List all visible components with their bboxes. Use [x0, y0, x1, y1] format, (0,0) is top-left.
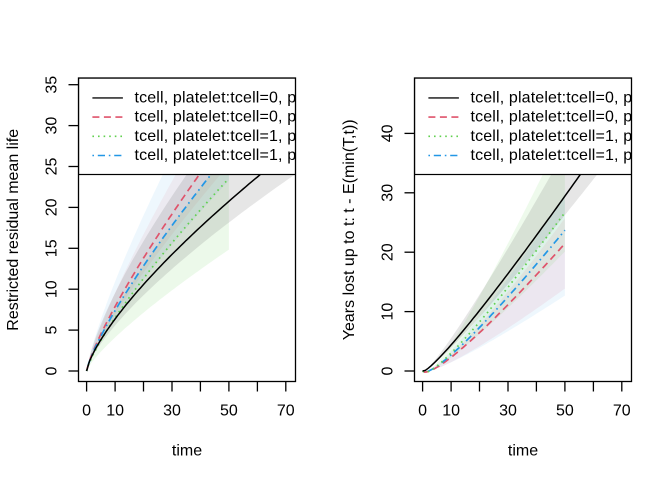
- svg-text:20: 20: [43, 198, 60, 216]
- svg-text:0: 0: [418, 403, 427, 420]
- svg-text:10: 10: [43, 280, 60, 298]
- svg-text:Restricted residual mean life: Restricted residual mean life: [5, 129, 22, 331]
- svg-text:35: 35: [43, 76, 60, 94]
- svg-text:0: 0: [379, 366, 396, 375]
- svg-text:0: 0: [82, 403, 91, 420]
- svg-text:50: 50: [556, 403, 574, 420]
- svg-text:70: 70: [613, 403, 631, 420]
- svg-text:15: 15: [43, 239, 60, 257]
- svg-text:30: 30: [163, 403, 181, 420]
- svg-text:20: 20: [379, 243, 396, 261]
- svg-text:5: 5: [43, 326, 60, 335]
- svg-text:10: 10: [379, 303, 396, 321]
- svg-text:time: time: [172, 443, 202, 460]
- svg-text:40: 40: [379, 124, 396, 142]
- svg-text:25: 25: [43, 158, 60, 176]
- svg-text:70: 70: [277, 403, 295, 420]
- svg-text:30: 30: [379, 184, 396, 202]
- svg-text:0: 0: [43, 366, 60, 375]
- svg-text:10: 10: [442, 403, 460, 420]
- svg-text:50: 50: [220, 403, 238, 420]
- svg-text:30: 30: [43, 117, 60, 135]
- svg-text:Years lost up to t: t - E(min(: Years lost up to t: t - E(min(T,t)): [341, 119, 358, 340]
- svg-text:10: 10: [106, 403, 124, 420]
- svg-text:30: 30: [499, 403, 517, 420]
- svg-text:time: time: [508, 443, 538, 460]
